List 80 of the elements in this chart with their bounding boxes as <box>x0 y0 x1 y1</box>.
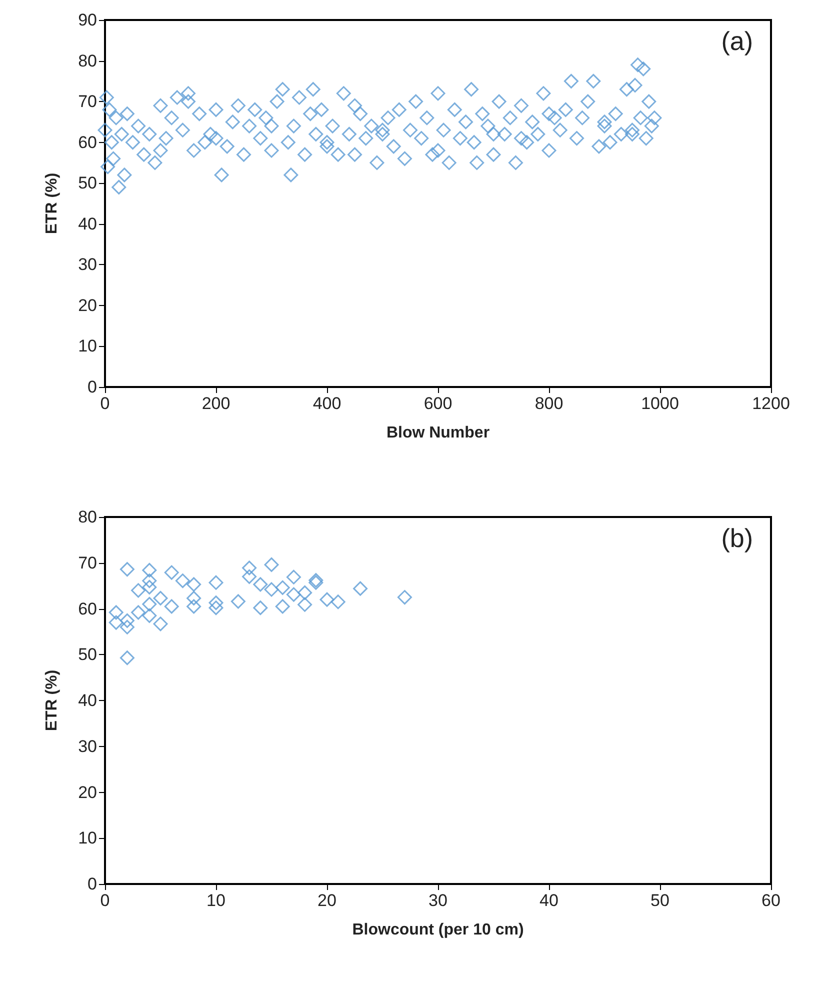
y-axis-title: ETR (%) <box>44 670 60 732</box>
point <box>208 600 224 616</box>
x-tick-label: 200 <box>202 394 230 413</box>
x-tick-label: 1000 <box>641 394 679 413</box>
annotation: (a) <box>721 26 754 56</box>
x-tick-label: 0 <box>100 394 110 413</box>
point <box>153 590 168 606</box>
point <box>108 605 124 620</box>
x-axis-title: Blowcount (per 10 cm) <box>352 922 524 938</box>
point <box>286 587 301 602</box>
point <box>120 613 134 628</box>
point <box>186 590 202 606</box>
point <box>230 594 246 609</box>
x-tick-label: 600 <box>424 394 452 413</box>
y-tick-label: 70 <box>78 553 97 572</box>
point <box>142 562 157 578</box>
point <box>253 600 268 616</box>
point <box>253 577 268 592</box>
point <box>320 592 334 607</box>
point <box>142 596 157 612</box>
point <box>142 574 157 588</box>
y-tick-label: 30 <box>78 736 97 756</box>
y-tick-label: 80 <box>78 51 97 70</box>
y-tick-label: 10 <box>78 336 97 356</box>
point <box>186 577 202 592</box>
point <box>131 605 146 620</box>
annotation: (b) <box>721 523 754 553</box>
x-tick-label: 30 <box>428 891 448 910</box>
point <box>330 594 346 610</box>
point <box>153 616 168 632</box>
point <box>120 620 134 634</box>
y-tick-label: 30 <box>78 255 97 274</box>
point <box>298 585 312 600</box>
y-tick-label: 60 <box>78 599 97 618</box>
point <box>353 581 368 596</box>
point <box>242 569 257 584</box>
x-tick-label: 800 <box>534 394 564 413</box>
y-tick-label: 80 <box>78 508 97 526</box>
x-tick-label: 20 <box>318 891 336 910</box>
y-tick-label: 10 <box>78 828 97 848</box>
y-tick-label: 0 <box>88 874 97 894</box>
x-tick-label: 10 <box>206 891 226 910</box>
point <box>397 590 412 605</box>
point <box>131 583 146 598</box>
point <box>142 580 157 594</box>
point <box>275 580 290 595</box>
y-tick-label: 20 <box>78 296 97 315</box>
y-tick-label: 90 <box>78 10 97 30</box>
y-axis-title: ETR (%) <box>44 172 60 234</box>
x-tick-label: 60 <box>762 891 780 910</box>
y-tick-label: 40 <box>78 691 97 710</box>
y-tick-label: 50 <box>78 174 97 193</box>
point <box>208 596 224 610</box>
point <box>108 615 124 630</box>
point <box>298 597 312 612</box>
y-tick-label: 60 <box>78 132 97 152</box>
point <box>186 599 202 614</box>
x-tick-label: 1200 <box>752 394 790 413</box>
x-tick-label: 40 <box>540 891 558 910</box>
x-axis-title: Blow Number <box>386 424 490 442</box>
point <box>164 599 179 614</box>
point <box>264 582 279 597</box>
y-tick-label: 40 <box>78 214 97 234</box>
point <box>164 565 179 580</box>
y-tick-label: 70 <box>78 92 97 112</box>
point <box>120 650 134 666</box>
y-tick-label: 20 <box>78 782 97 802</box>
point <box>286 570 301 584</box>
point <box>175 574 190 588</box>
x-tick-label: 0 <box>100 891 110 910</box>
point <box>208 575 224 590</box>
point <box>275 599 290 614</box>
y-tick-label: 0 <box>88 378 97 396</box>
point <box>142 608 157 623</box>
y-tick-label: 50 <box>78 645 97 664</box>
point <box>264 557 279 572</box>
point <box>242 560 257 576</box>
point <box>120 562 134 577</box>
x-tick-label: 400 <box>312 394 342 413</box>
x-tick-label: 50 <box>650 891 670 910</box>
